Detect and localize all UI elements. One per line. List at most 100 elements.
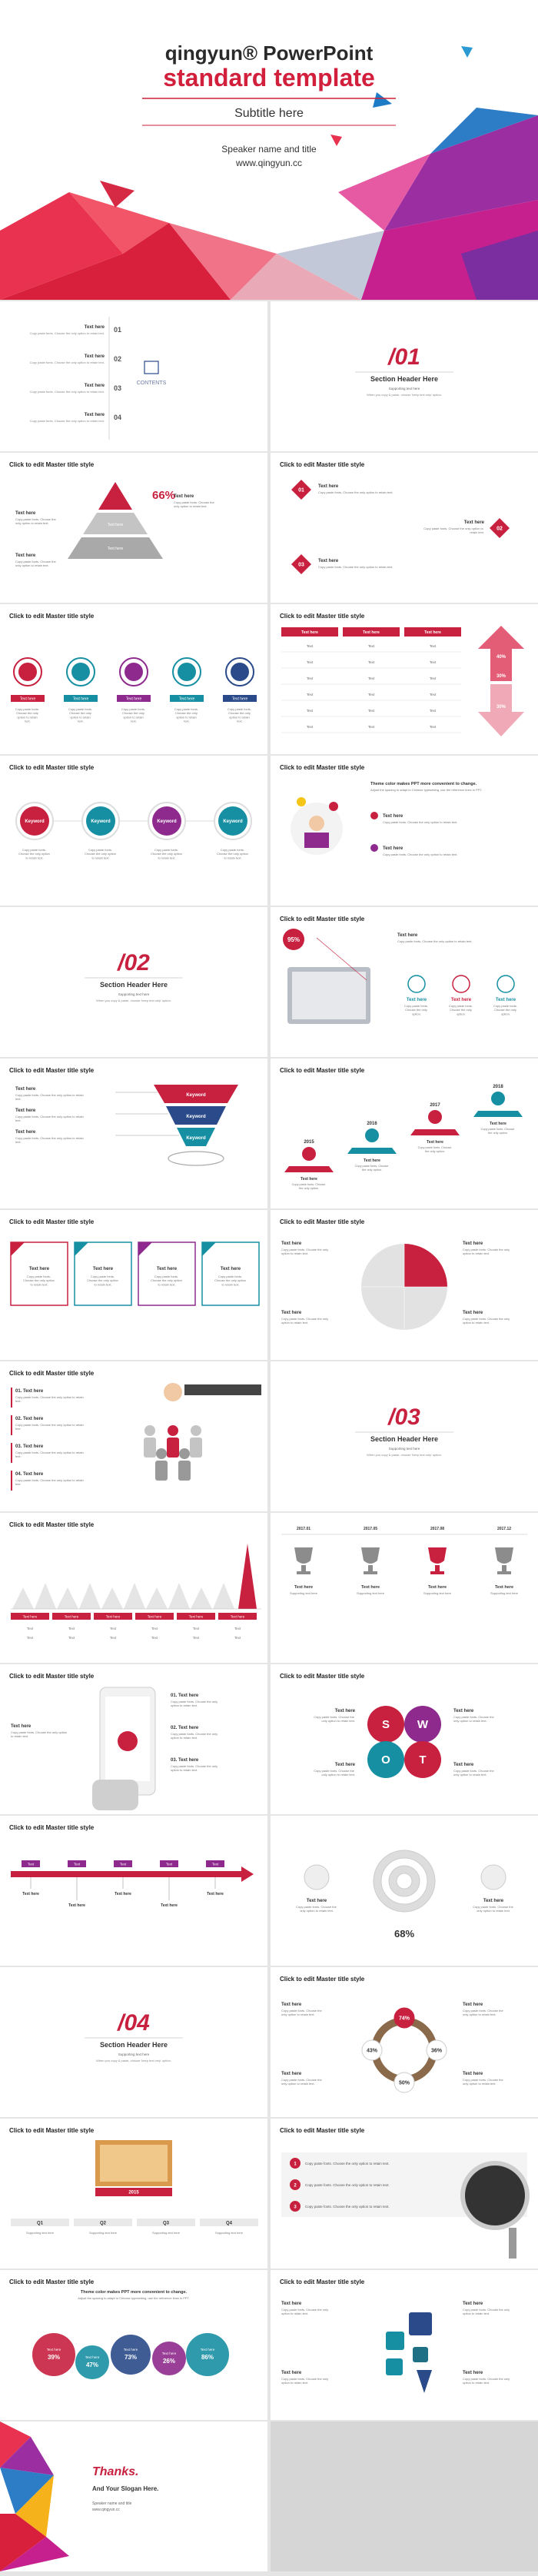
peak — [57, 1587, 78, 1609]
note-title: 03. Text here — [171, 1758, 199, 1763]
note-text: Copy paste fonts. Choose the only option… — [15, 1478, 85, 1486]
text-line: Copy paste fonts. Choose the — [15, 560, 57, 563]
text-line: text. — [131, 720, 137, 723]
subheading: Adjust the spacing to adapt to Chinese t… — [78, 2296, 189, 2300]
note-title: Text here — [463, 1241, 483, 1246]
item-text: Copy paste fonts. Choose the only option… — [30, 390, 105, 394]
label-box — [218, 1613, 257, 1620]
note-title: Text here — [68, 1903, 85, 1908]
slide: Click to edit Master title style Text Text… — [0, 1816, 267, 1966]
section-sub: Supporting text here — [118, 2052, 150, 2056]
keyword: Keyword — [223, 819, 243, 824]
tag-box — [160, 1860, 178, 1867]
step — [347, 1148, 397, 1154]
text-line: Copy paste fonts. Choose the only option… — [15, 1395, 85, 1399]
icon — [71, 663, 90, 681]
label: Text here — [231, 1615, 245, 1619]
icon-tile — [409, 2312, 432, 2335]
slide-title: Click to edit Master title style — [9, 1067, 95, 1074]
note-text: Copy paste fonts. Choose the only option… — [174, 500, 215, 508]
keyword: Keyword — [186, 1136, 206, 1141]
slide-title: Click to edit Master title style — [9, 764, 95, 771]
note-title: Text here — [15, 1109, 36, 1113]
circle — [75, 2345, 109, 2379]
text-line: Copy paste fonts. — [174, 707, 199, 711]
label-box — [94, 1613, 132, 1620]
note-title: Text here — [463, 1311, 483, 1315]
percent-circle — [394, 2072, 415, 2093]
percent: 39% — [48, 2354, 60, 2361]
note-text: Copy paste fonts. Choose the only option… — [171, 1700, 218, 1707]
illustration — [304, 833, 329, 848]
trophy — [361, 1547, 380, 1564]
header-cell — [404, 627, 461, 637]
quarter-box — [11, 2219, 69, 2226]
note-text: Copy paste fonts. Choose the only option… — [418, 1146, 453, 1153]
person-head — [156, 1448, 167, 1459]
percent: 30% — [496, 705, 506, 710]
note-text: Copy paste fonts. Choose the only option… — [318, 490, 393, 494]
note-title: Text here — [364, 1158, 380, 1163]
text-line: Copy paste fonts. Choose the — [281, 2009, 323, 2013]
slide-title: Click to edit Master title style — [280, 1673, 365, 1680]
text-line: option to retain text. — [463, 1321, 490, 1325]
text-line: option to retain text. — [281, 2381, 308, 2385]
label-box — [223, 695, 257, 702]
decor — [461, 231, 538, 300]
text-line: only option to retain text. — [463, 2082, 496, 2086]
note-title: Text here — [294, 1585, 313, 1590]
dial — [304, 1864, 330, 1890]
note-title: Text here — [22, 1892, 39, 1896]
note-title: Text here — [463, 2302, 483, 2306]
note-text: Supporting text here — [423, 1591, 452, 1595]
cell: Text — [307, 693, 314, 696]
label: Text here — [106, 1615, 121, 1619]
slide-title: Click to edit Master title style — [9, 613, 95, 620]
text-line: option to retain text. — [281, 2312, 308, 2315]
note-text: Copy paste fonts. Choose the only option… — [453, 1769, 495, 1777]
note-title: Text here — [397, 933, 418, 938]
note-text: Copy paste fonts. Choose the only option… — [15, 1423, 85, 1431]
note-text: Copy paste fonts. Choose the only option… — [281, 1248, 329, 1255]
trophy — [368, 1565, 373, 1571]
header-cell — [343, 627, 400, 637]
note-title: 01. Text here — [15, 1389, 44, 1394]
text-line: Choose the only option — [214, 1278, 247, 1282]
swot-letter: W — [417, 1718, 429, 1731]
decor — [384, 115, 538, 231]
quarter-box — [200, 2219, 258, 2226]
text-line: Copy paste fonts. — [88, 848, 113, 852]
swot-circle — [367, 1706, 404, 1743]
cell: Text — [193, 1636, 200, 1640]
marker — [11, 1388, 12, 1408]
slide: Click to edit Master title style S W O T Text… — [271, 1664, 538, 1814]
slide: /01 Section Header Here Supporting text he… — [271, 301, 538, 451]
text-line: Choose the only — [450, 1008, 473, 1012]
icon — [118, 1731, 138, 1751]
text-line: option to retain text. — [281, 1321, 308, 1325]
note-title: 03. Text here — [15, 1444, 44, 1449]
slide-background — [0, 1059, 267, 1208]
icon-tile — [413, 2347, 428, 2362]
note-title: Text here — [453, 1709, 474, 1713]
note-text: Copy paste fonts. Choose the only option… — [15, 1395, 85, 1403]
circle-label: Text here — [85, 2355, 100, 2359]
year: 2017 — [430, 1103, 440, 1108]
quarter: Q4 — [226, 2222, 233, 2226]
cover-slide: qingyun® PowerPoint standard template Su… — [0, 0, 538, 300]
card — [10, 1241, 68, 1306]
text-line: Choose the only — [228, 711, 251, 715]
dial — [480, 1864, 506, 1890]
icon-tile — [386, 2332, 404, 2350]
cell: Text — [110, 1627, 117, 1630]
section-desc: When you copy & paste, choose 'keep text… — [96, 2059, 171, 2062]
note-title: Text here — [174, 494, 194, 499]
person-body — [167, 1438, 179, 1458]
arm — [184, 1384, 261, 1395]
slide: Click to edit Master title style 1 Copy pa… — [271, 2119, 538, 2269]
text-line: Copy paste fonts. Choose the only option… — [15, 1115, 85, 1118]
tag-box — [206, 1860, 224, 1867]
arrow — [241, 1866, 254, 1882]
slide-title: Click to edit Master title style — [280, 461, 365, 468]
cell: Text — [27, 1627, 34, 1630]
